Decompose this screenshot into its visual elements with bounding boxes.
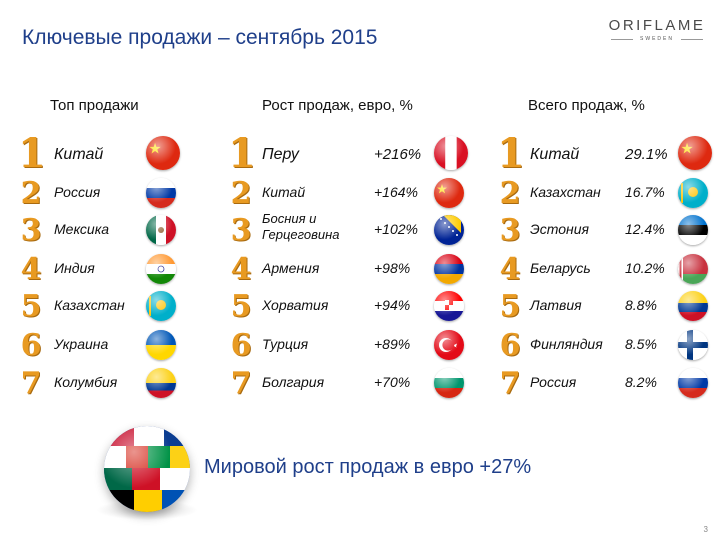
turkey-flag-icon [434, 330, 464, 360]
sales-value: +94% [374, 297, 411, 313]
russia-flag-icon [678, 368, 708, 398]
rank-number: 5 [20, 289, 42, 324]
estonia-flag-icon [678, 215, 708, 245]
logo-subtitle: SWEDEN [607, 36, 707, 42]
kazakhstan-flag-icon [678, 178, 708, 208]
rank-number: 7 [499, 366, 521, 401]
sales-value: +216% [374, 146, 422, 163]
country-name: Украина [54, 336, 109, 352]
country-name: Хорватия [262, 297, 329, 313]
country-name: Казахстан [54, 297, 125, 313]
column-heading-top-sales: Топ продажи [50, 97, 139, 114]
russia-flag-icon [146, 178, 176, 208]
country-name: Босния и Герцеговина [262, 211, 340, 242]
rank-number: 6 [499, 328, 521, 363]
rank-number: 4 [230, 252, 252, 287]
rank-number: 4 [20, 252, 42, 287]
china-flag-icon [146, 136, 180, 170]
country-name: Армения [262, 260, 320, 276]
country-name: Перу [262, 146, 299, 163]
rank-number: 3 [20, 213, 42, 248]
country-name: Беларусь [530, 260, 591, 276]
croatia-flag-icon [434, 291, 464, 321]
rank-number: 3 [230, 213, 252, 248]
country-name: Латвия [530, 297, 582, 313]
rank-number: 6 [20, 328, 42, 363]
sales-value: +70% [374, 374, 411, 390]
latvia-flag-icon [678, 291, 708, 321]
country-name: Россия [530, 374, 577, 390]
rank-number: 2 [230, 176, 252, 211]
country-name: Болгария [262, 374, 325, 390]
rank-number: 1 [18, 130, 46, 177]
peru-flag-icon [434, 136, 468, 170]
armenia-flag-icon [434, 254, 464, 284]
rank-number: 4 [499, 252, 521, 287]
country-name: Китай [530, 146, 580, 163]
sales-value: +164% [374, 184, 418, 200]
rank-number: 5 [499, 289, 521, 324]
country-name: Китай [262, 184, 306, 200]
rank-number: 6 [230, 328, 252, 363]
country-name: Финляндия [530, 336, 603, 352]
country-name: Казахстан [530, 184, 601, 200]
belarus-flag-icon [678, 254, 708, 284]
rank-number: 7 [230, 366, 252, 401]
sales-value: +89% [374, 336, 411, 352]
country-name: Эстония [530, 221, 589, 237]
bosnia-flag-icon [434, 215, 464, 245]
country-name: Индия [54, 260, 95, 276]
sales-value: +98% [374, 260, 411, 276]
rank-number: 2 [20, 176, 42, 211]
india-flag-icon [146, 254, 176, 284]
ukraine-flag-icon [146, 330, 176, 360]
flag-globe-image [104, 426, 190, 512]
china-flag-icon [434, 178, 464, 208]
column-heading-total-sales: Всего продаж, % [528, 97, 645, 114]
sales-value: 8.2% [625, 374, 657, 390]
rank-number: 7 [20, 366, 42, 401]
rank-number: 3 [499, 213, 521, 248]
page-number: 3 [703, 525, 708, 534]
country-name: Турция [262, 336, 309, 352]
sales-value: 8.5% [625, 336, 657, 352]
kazakhstan-flag-icon [146, 291, 176, 321]
rank-number: 1 [228, 130, 256, 177]
country-name: Россия [54, 184, 101, 200]
country-name: Колумбия [54, 374, 118, 390]
country-name: Китай [54, 146, 104, 163]
oriflame-logo: ORIFLAME SWEDEN [607, 17, 707, 42]
sales-value: +102% [374, 221, 418, 237]
china-flag-icon [678, 136, 712, 170]
sales-value: 10.2% [625, 260, 665, 276]
country-name: Мексика [54, 221, 110, 237]
sales-value: 29.1% [625, 146, 668, 163]
bulgaria-flag-icon [434, 368, 464, 398]
logo-wordmark: ORIFLAME [608, 17, 706, 34]
sales-value: 12.4% [625, 221, 665, 237]
colombia-flag-icon [146, 368, 176, 398]
mexico-flag-icon [146, 215, 176, 245]
column-heading-sales-growth: Рост продаж, евро, % [262, 97, 413, 114]
world-growth-text: Мировой рост продаж в евро +27% [204, 456, 532, 478]
finland-flag-icon [678, 330, 708, 360]
sales-value: 8.8% [625, 297, 657, 313]
rank-number: 2 [499, 176, 521, 211]
rank-number: 5 [230, 289, 252, 324]
sales-value: 16.7% [625, 184, 665, 200]
rank-number: 1 [497, 130, 525, 177]
page-title: Ключевые продажи – сентябрь 2015 [22, 26, 378, 49]
